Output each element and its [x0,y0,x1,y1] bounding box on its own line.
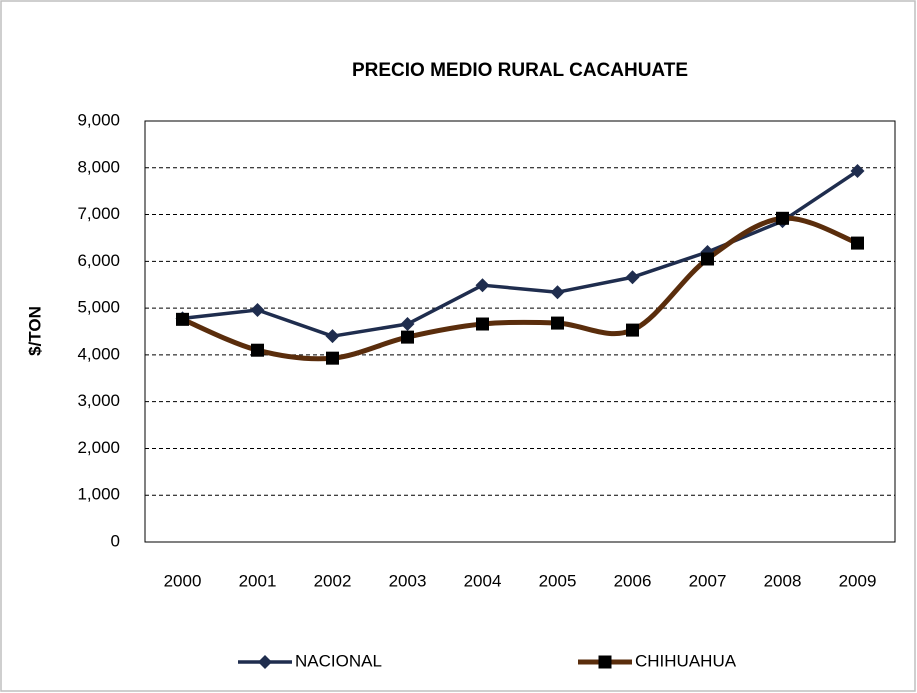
marker [550,285,565,300]
y-tick-label: 5,000 [77,298,120,317]
x-tick-label: 2005 [539,571,577,590]
marker [701,252,714,266]
series-line [181,215,859,362]
marker [850,164,865,179]
x-tick-label: 2006 [614,571,652,590]
chart-title: PRECIO MEDIO RURAL CACAHUATE [352,60,688,81]
y-tick-label: 9,000 [77,110,120,129]
y-tick-label: 1,000 [77,485,120,504]
x-tick-label: 2002 [314,571,352,590]
marker [251,343,264,357]
marker [326,351,339,365]
y-tick-label: 4,000 [77,344,120,363]
y-tick-label: 3,000 [77,391,120,410]
x-tick-label: 2003 [389,571,427,590]
x-tick-label: 2000 [164,571,202,590]
marker [401,330,414,344]
marker [851,236,864,250]
plot-area [144,120,896,543]
y-tick-label: 7,000 [77,204,120,223]
x-tick-label: 2001 [239,571,277,590]
legend-label: NACIONAL [295,651,382,670]
legend-label: CHIHUAHUA [635,651,737,670]
marker [476,317,489,331]
x-tick-label: 2008 [764,571,802,590]
y-tick-label: 2,000 [77,438,120,457]
marker [400,317,415,332]
y-tick-label: 6,000 [77,251,120,270]
series-line [182,169,859,338]
marker [625,270,640,285]
y-axis-label: $/TON [25,306,44,356]
x-tick-label: 2009 [839,571,877,590]
marker [551,316,564,330]
marker [475,278,490,293]
marker [598,655,612,669]
y-tick-label: 0 [111,531,120,550]
y-tick-label: 8,000 [77,157,120,176]
marker [325,329,340,344]
marker [258,655,272,669]
marker [626,323,639,337]
x-tick-label: 2004 [464,571,502,590]
marker [250,302,265,317]
x-tick-label: 2007 [689,571,727,590]
marker [776,211,789,225]
marker [176,312,189,326]
